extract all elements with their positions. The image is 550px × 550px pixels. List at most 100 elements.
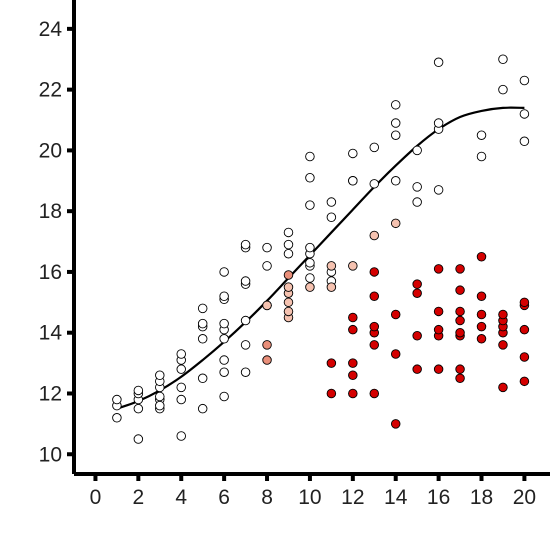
data-point-white	[283, 239, 294, 250]
y-tick-label: 18	[39, 200, 62, 223]
data-point-white	[219, 267, 229, 277]
x-tick-label: 16	[427, 486, 450, 509]
data-point-red	[412, 364, 422, 374]
data-point-white	[519, 136, 530, 147]
x-tick-label: 6	[218, 486, 230, 509]
data-point-white	[197, 303, 208, 314]
x-tick-label: 10	[298, 486, 321, 509]
data-point-white	[197, 373, 208, 384]
data-point-white	[197, 318, 208, 329]
data-point-white	[197, 334, 208, 344]
data-point-white	[412, 145, 422, 156]
data-point-white	[305, 172, 315, 183]
trend-layer	[116, 106, 525, 410]
trend-line	[116, 106, 525, 410]
x-tick-label: 14	[384, 486, 408, 509]
data-point-white	[305, 242, 315, 253]
data-point-white	[305, 258, 315, 268]
data-point-white	[240, 239, 251, 250]
data-point-red	[476, 334, 487, 344]
data-point-medium	[262, 340, 272, 350]
data-point-red	[390, 349, 401, 359]
x-tick-label: 8	[261, 486, 273, 509]
data-point-light	[369, 230, 380, 241]
data-point-white	[176, 364, 186, 374]
data-point-red	[455, 364, 465, 374]
data-point-white	[112, 413, 122, 423]
data-point-red	[348, 358, 358, 368]
data-point-white	[133, 403, 144, 414]
data-point-light	[283, 282, 294, 292]
data-point-light	[283, 306, 294, 317]
data-point-light	[262, 300, 272, 311]
data-point-white	[369, 179, 380, 189]
data-point-red	[519, 376, 530, 387]
data-point-white	[369, 142, 380, 153]
data-point-light	[326, 261, 337, 271]
data-point-white	[476, 151, 487, 162]
data-point-red	[412, 331, 422, 341]
y-tick-label: 12	[39, 382, 62, 405]
data-point-white	[197, 403, 208, 414]
x-tick-label: 0	[90, 486, 102, 509]
data-point-red	[390, 419, 401, 429]
data-point-white	[283, 248, 294, 259]
data-point-red	[455, 315, 465, 326]
data-point-red	[369, 267, 380, 277]
data-point-white	[155, 391, 165, 402]
data-point-white	[433, 118, 444, 128]
data-point-white	[155, 400, 165, 411]
data-point-red	[498, 382, 508, 393]
data-point-red	[348, 312, 358, 323]
data-point-red	[369, 321, 380, 332]
data-point-white	[219, 318, 229, 329]
data-point-red	[498, 340, 508, 350]
data-point-white	[390, 130, 401, 140]
data-point-red	[476, 251, 487, 262]
data-point-light	[390, 218, 401, 229]
data-point-white	[433, 185, 444, 195]
data-point-white	[219, 355, 229, 365]
data-point-white	[476, 130, 487, 140]
data-point-white	[348, 148, 358, 159]
data-point-white	[390, 100, 401, 110]
data-point-red	[412, 279, 422, 289]
x-tick-label: 2	[133, 486, 145, 509]
data-point-white	[498, 54, 508, 65]
data-point-red	[455, 327, 465, 338]
data-point-white	[262, 242, 272, 253]
y-tick-label: 14	[39, 322, 63, 345]
y-tick-label: 10	[39, 443, 62, 466]
data-point-white	[519, 109, 530, 119]
points-layer	[112, 54, 530, 444]
data-point-light	[326, 282, 337, 292]
data-point-white	[262, 261, 272, 271]
data-point-red	[476, 309, 487, 320]
data-point-white	[176, 431, 186, 441]
data-point-red	[348, 388, 358, 399]
x-tick-label: 12	[341, 486, 364, 509]
data-point-white	[326, 197, 337, 207]
data-point-white	[219, 367, 229, 377]
data-point-white	[176, 349, 186, 359]
data-point-white	[412, 197, 422, 207]
data-point-white	[305, 273, 315, 283]
data-point-white	[240, 276, 251, 286]
x-tick-label: 18	[470, 486, 493, 509]
data-point-white	[240, 367, 251, 377]
data-point-red	[433, 364, 444, 374]
y-tick-label: 16	[39, 261, 62, 284]
x-tick-label: 4	[175, 486, 187, 509]
data-point-light	[305, 282, 315, 292]
data-point-white	[326, 212, 337, 222]
data-point-white	[219, 291, 229, 302]
data-point-white	[176, 382, 186, 393]
data-point-white	[305, 200, 315, 210]
data-point-medium	[283, 270, 294, 280]
data-point-white	[498, 84, 508, 95]
data-point-red	[369, 340, 380, 350]
x-tick-label: 20	[513, 486, 536, 509]
data-point-white	[390, 118, 401, 128]
data-point-red	[519, 324, 530, 335]
